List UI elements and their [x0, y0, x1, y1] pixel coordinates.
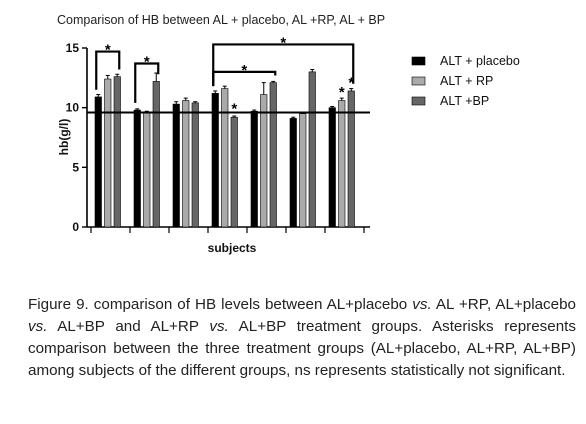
bar	[182, 100, 190, 228]
bar	[289, 118, 297, 228]
legend-label: ALT + placebo	[440, 54, 520, 68]
x-axis-label: subjects	[208, 241, 257, 255]
bar	[133, 109, 141, 228]
significance-bracket	[95, 50, 121, 90]
bar	[328, 107, 336, 228]
bar	[308, 71, 316, 228]
bar	[143, 112, 151, 228]
bar	[221, 88, 229, 228]
legend: ALT + placebo ALT + RP ALT +BP	[411, 54, 520, 108]
caption-text-0: comparison of HB levels between AL+place…	[88, 296, 413, 313]
significance-bracket	[212, 43, 355, 87]
significance-asterisk: *	[339, 84, 345, 101]
significance-asterisk: *	[231, 101, 237, 118]
caption-text-4: AL+BP and AL+RP	[47, 318, 210, 335]
bar	[338, 100, 346, 228]
bar	[104, 78, 112, 228]
legend-label: ALT + RP	[440, 74, 493, 88]
caption-text-2: AL +RP, AL+placebo	[431, 296, 576, 313]
y-axis-label: hb(g/l)	[57, 119, 71, 156]
y-tick-label: 15	[66, 41, 80, 55]
caption-text-1: vs.	[412, 296, 432, 313]
chart-title: Comparison of HB between AL + placebo, A…	[57, 13, 385, 27]
hb-comparison-chart: Comparison of HB between AL + placebo, A…	[57, 13, 520, 255]
bar	[113, 76, 121, 228]
significance-bracket	[212, 70, 277, 87]
bar	[269, 82, 277, 228]
bar	[152, 81, 160, 228]
caption-text-6: AL+BP treatment groups. Asterisks repres…	[28, 318, 576, 379]
legend-label: ALT +BP	[440, 94, 489, 108]
bar	[191, 102, 199, 228]
significance-asterisk: *	[241, 62, 247, 79]
bar	[347, 90, 355, 228]
y-tick-label: 10	[66, 101, 80, 115]
figure-label: Figure 9.	[28, 296, 89, 313]
significance-asterisk: *	[144, 54, 150, 71]
bar	[230, 116, 238, 228]
bar	[172, 103, 180, 228]
caption-text-3: vs.	[28, 318, 48, 335]
y-tick-label: 0	[72, 220, 79, 234]
figure-caption: Figure 9. comparison of HB levels betwee…	[28, 294, 576, 382]
significance-bracket	[134, 62, 160, 103]
bar	[250, 110, 258, 228]
legend-swatch	[411, 96, 426, 106]
significance-asterisk: *	[105, 42, 111, 59]
caption-text-5: vs.	[209, 318, 229, 335]
legend-swatch	[411, 56, 426, 66]
bar	[260, 94, 268, 228]
significance-asterisk: *	[280, 34, 286, 51]
legend-swatch	[411, 76, 426, 86]
y-tick-label: 5	[72, 160, 79, 174]
bar	[299, 113, 307, 228]
significance-asterisk: *	[348, 74, 354, 91]
bar	[94, 96, 102, 228]
